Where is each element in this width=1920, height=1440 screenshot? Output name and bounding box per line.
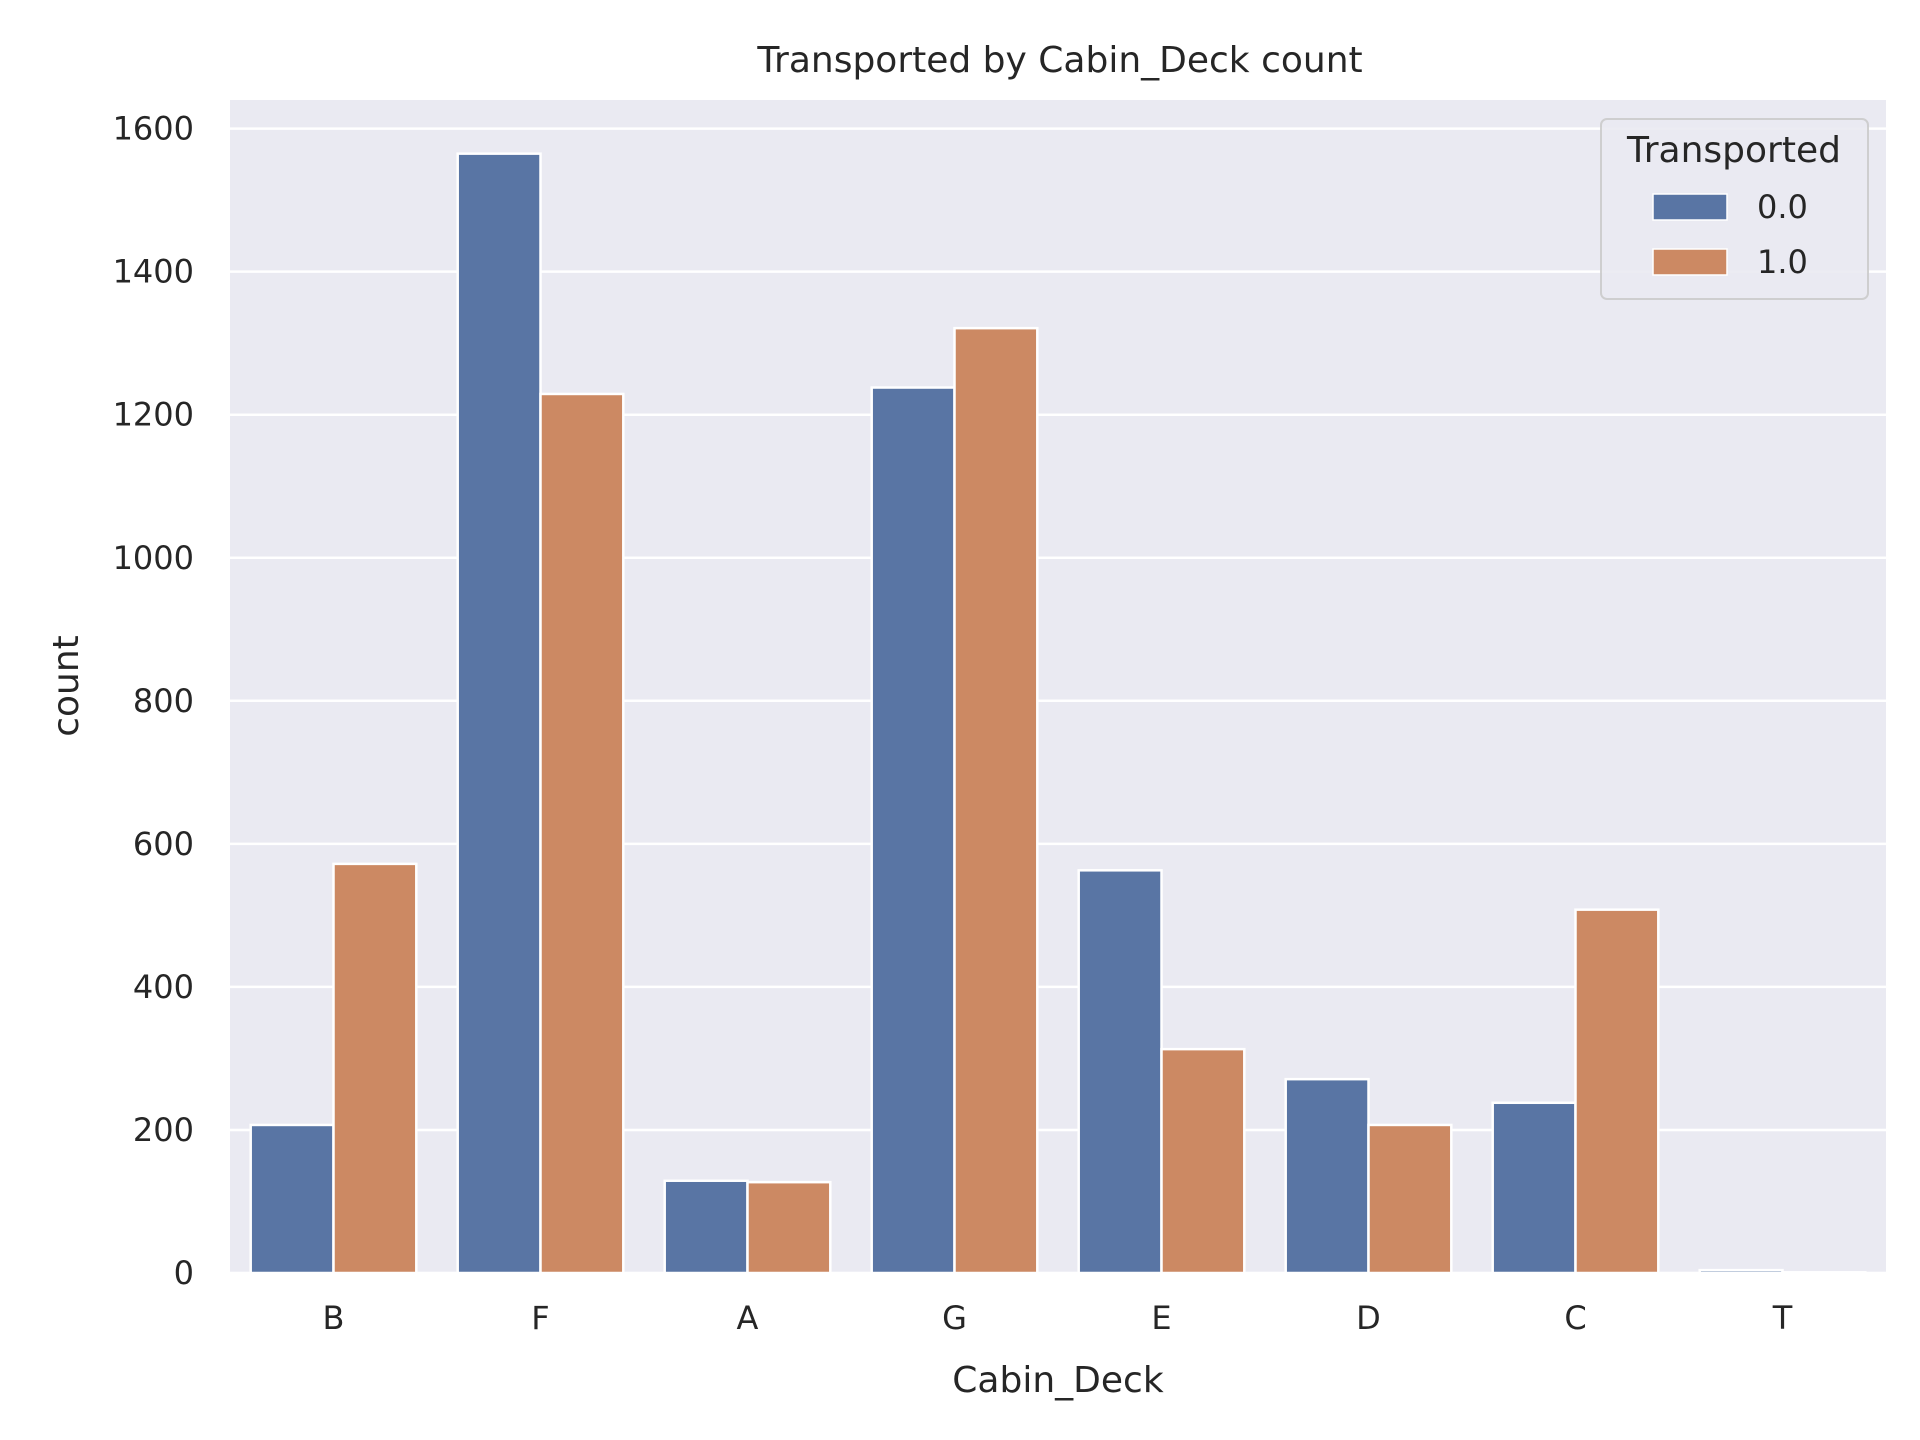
bar-E-0.0 <box>1077 869 1163 1275</box>
bar-F-0.0 <box>456 152 542 1275</box>
x-tick-label: E <box>1151 1299 1171 1337</box>
bar-B-1.0 <box>332 862 418 1275</box>
bar-D-1.0 <box>1367 1123 1453 1275</box>
chart-title: Transported by Cabin_Deck count <box>756 40 1362 81</box>
bar-C-0.0 <box>1491 1101 1577 1275</box>
bar-G-0.0 <box>870 386 956 1275</box>
bar-T-1.0 <box>1781 1271 1867 1275</box>
y-axis-ticks: 0 200 400 600 800 1000 1200 1400 1600 <box>113 110 194 1292</box>
bar-E-1.0 <box>1160 1047 1246 1275</box>
bars <box>249 152 1867 1275</box>
bar-T-0.0 <box>1698 1268 1784 1275</box>
bar-B-0.0 <box>249 1123 335 1275</box>
x-tick-label: F <box>531 1299 549 1337</box>
y-tick-label: 1200 <box>113 396 194 434</box>
y-tick-label: 1400 <box>113 253 194 291</box>
x-tick-label: B <box>323 1299 345 1337</box>
legend: Transported 0.0 1.0 <box>1600 118 1869 300</box>
legend-label-1: 1.0 <box>1757 243 1808 281</box>
legend-label-0: 0.0 <box>1757 188 1808 226</box>
bar-G-1.0 <box>953 326 1039 1275</box>
y-tick-label: 400 <box>133 968 194 1006</box>
bar-A-1.0 <box>746 1180 832 1275</box>
x-tick-label: G <box>942 1299 967 1337</box>
bar-C-1.0 <box>1574 908 1660 1275</box>
bar-F-1.0 <box>539 392 625 1275</box>
y-tick-label: 600 <box>133 825 194 863</box>
legend-title: Transported <box>1626 130 1841 171</box>
bar-D-0.0 <box>1284 1077 1370 1275</box>
y-tick-label: 1600 <box>113 110 194 148</box>
y-tick-label: 0 <box>174 1254 194 1292</box>
y-tick-label: 800 <box>133 682 194 720</box>
x-tick-label: D <box>1356 1299 1381 1337</box>
y-tick-label: 1000 <box>113 539 194 577</box>
x-tick-label: A <box>737 1299 759 1337</box>
bar-A-0.0 <box>663 1179 749 1275</box>
y-tick-label: 200 <box>133 1111 194 1149</box>
legend-swatch-0 <box>1652 193 1728 221</box>
x-axis-label: Cabin_Deck <box>952 1360 1164 1401</box>
legend-swatch-1 <box>1652 248 1728 276</box>
x-tick-label: T <box>1772 1299 1793 1337</box>
x-tick-label: C <box>1564 1299 1586 1337</box>
y-axis-label: count <box>46 635 87 737</box>
